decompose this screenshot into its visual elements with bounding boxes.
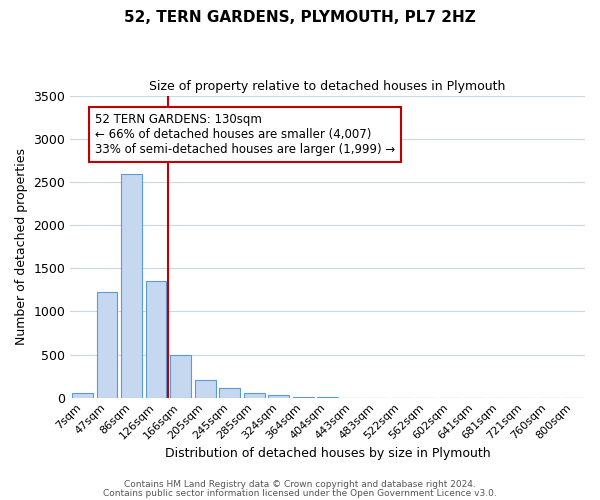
Text: Contains HM Land Registry data © Crown copyright and database right 2024.: Contains HM Land Registry data © Crown c… [124,480,476,489]
Bar [121,174,142,398]
Y-axis label: Number of detached properties: Number of detached properties [15,148,28,345]
Bar [194,380,215,398]
Bar [146,281,166,398]
X-axis label: Distribution of detached houses by size in Plymouth: Distribution of detached houses by size … [165,447,490,460]
Bar [72,394,93,398]
Text: 52, TERN GARDENS, PLYMOUTH, PL7 2HZ: 52, TERN GARDENS, PLYMOUTH, PL7 2HZ [124,10,476,25]
Bar [97,292,118,398]
Bar [170,354,191,398]
Bar [268,395,289,398]
Bar [244,394,265,398]
Title: Size of property relative to detached houses in Plymouth: Size of property relative to detached ho… [149,80,506,93]
Bar [219,388,240,398]
Text: Contains public sector information licensed under the Open Government Licence v3: Contains public sector information licen… [103,488,497,498]
Text: 52 TERN GARDENS: 130sqm
← 66% of detached houses are smaller (4,007)
33% of semi: 52 TERN GARDENS: 130sqm ← 66% of detache… [95,113,395,156]
